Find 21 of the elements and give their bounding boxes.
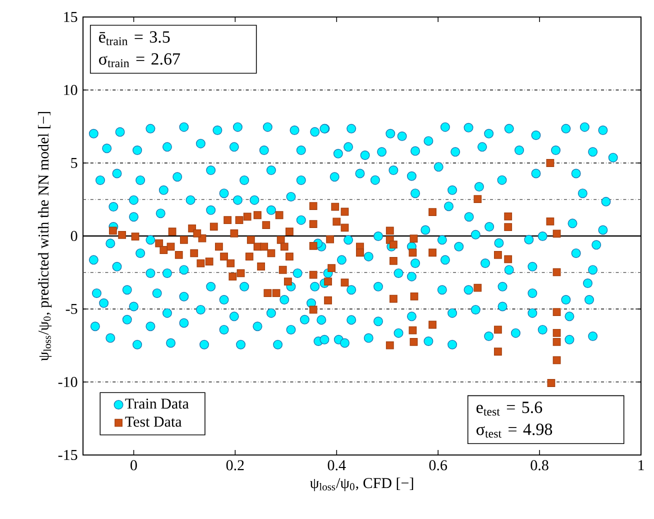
annotation: ē$_{train}$ = 3.5 xyxy=(99,31,170,46)
annotation: σ$_{train}$ = 2.67 xyxy=(99,53,180,68)
y-tick-label: -10 xyxy=(58,376,78,388)
x-tick-label: 0.4 xyxy=(328,460,346,470)
y-tick-label: 5 xyxy=(71,158,78,168)
legend-label: Train Data xyxy=(125,398,189,409)
y-tick-label: 10 xyxy=(64,84,78,96)
y-tick-label: 0 xyxy=(70,230,78,242)
y-tick-label: -15 xyxy=(58,450,78,460)
x-tick-label: 0.2 xyxy=(226,460,244,470)
annotation: σ$_{test}$ = 4.98 xyxy=(476,424,552,438)
y-tick-label: -5 xyxy=(66,304,78,314)
x-tick-label: 1 xyxy=(638,460,644,470)
y-tick-label: 15 xyxy=(64,12,78,22)
x-tick-label: 0.8 xyxy=(530,460,548,470)
legend-label: Test Data xyxy=(125,416,182,427)
x-axis-title: ψ$_{loss}$/ψ$_{0}$, CFD [−] xyxy=(310,478,414,492)
y-axis-title: ψ$_{loss}$/ψ$_{0}$, predicted with the NN model [−] xyxy=(38,112,52,361)
annotation: e$_{test}$ = 5.6 xyxy=(476,402,542,416)
x-tick-label: 0 xyxy=(130,460,137,470)
x-tick-label: 0.6 xyxy=(429,460,448,470)
